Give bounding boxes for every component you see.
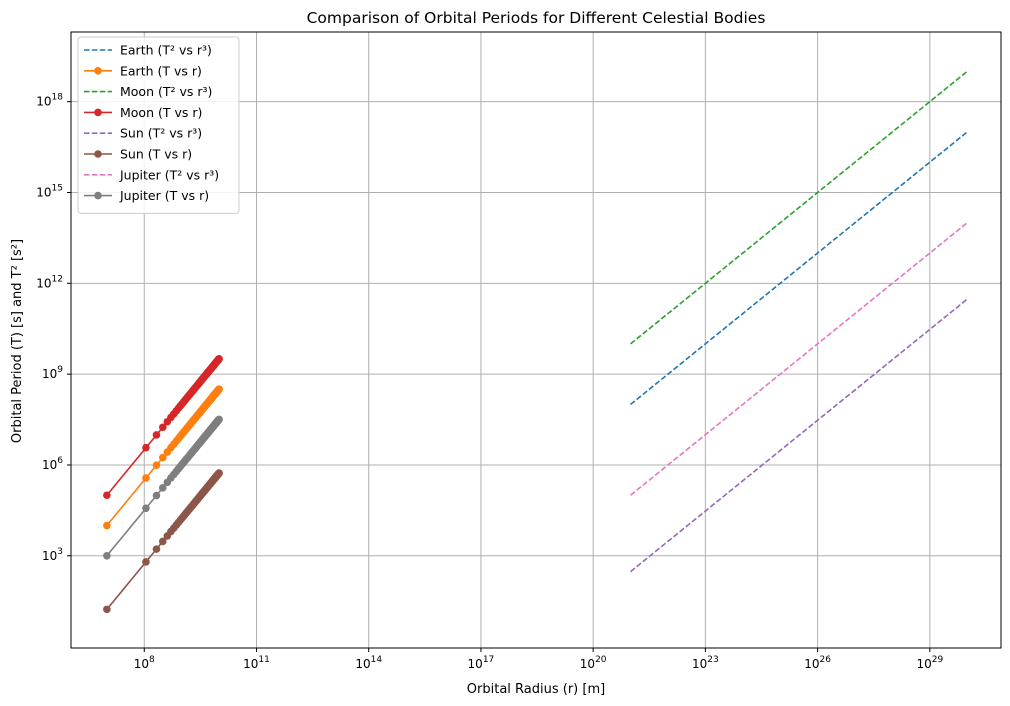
legend-marker (94, 150, 102, 158)
legend-entry: Earth (T² vs r³) (84, 43, 212, 58)
legend-entry: Sun (T vs r) (84, 147, 192, 162)
series-jupiter-t-vs-r (630, 222, 968, 496)
x-tick-label: 1023 (692, 655, 719, 671)
data-point (215, 355, 223, 363)
chart-title: Comparison of Orbital Periods for Differ… (307, 9, 766, 27)
legend-label: Jupiter (T vs r) (119, 188, 209, 203)
data-point (142, 558, 150, 566)
y-tick-label: 103 (42, 547, 63, 563)
legend-marker (94, 191, 102, 200)
legend-marker (94, 108, 102, 117)
legend-entry: Jupiter (T vs r) (84, 188, 209, 203)
legend-entry: Sun (T² vs r³) (84, 126, 202, 141)
data-point (142, 443, 150, 452)
y-axis-label: Orbital Period (T) [s] and T² [s²] (10, 239, 25, 443)
data-point (152, 545, 161, 553)
x-tick-label: 1026 (804, 655, 831, 671)
series-line (630, 70, 968, 345)
plot-series (103, 70, 968, 614)
data-point (142, 504, 150, 513)
x-tick-label: 1029 (916, 655, 943, 671)
grid (71, 32, 1001, 648)
y-tick-label: 109 (42, 365, 63, 381)
data-point (103, 605, 111, 614)
legend-label: Jupiter (T² vs r³) (119, 167, 219, 182)
x-tick-label: 108 (134, 655, 155, 671)
data-point (103, 551, 111, 560)
legend-marker (94, 67, 102, 75)
y-tick-label: 1018 (36, 93, 63, 109)
x-tick-label: 1017 (468, 655, 495, 671)
legend-label: Earth (T vs r) (120, 63, 202, 78)
x-axis-label: Orbital Radius (r) [m] (467, 682, 605, 697)
data-point (158, 423, 167, 432)
legend-entry: Jupiter (T² vs r³) (84, 167, 219, 182)
legend-label: Sun (T vs r) (120, 147, 192, 162)
data-point (142, 474, 150, 482)
y-tick-label: 1015 (36, 183, 63, 199)
series-line (630, 298, 968, 573)
legend: Earth (T² vs r³) Earth (T vs r) Moon (T² v… (77, 36, 240, 214)
y-axis-ticks: 103 106 109 1012 1015 1018 (36, 93, 71, 563)
legend-label: Moon (T vs r) (120, 105, 202, 120)
series-sun-t-vs-r (630, 298, 968, 573)
x-tick-label: 1020 (580, 655, 607, 671)
data-point (152, 491, 161, 500)
series-moon-t-vs-r (630, 70, 968, 345)
x-tick-label: 1011 (243, 655, 270, 671)
data-point (152, 461, 161, 470)
series-sun-t-vs-r (103, 469, 223, 614)
data-point (158, 537, 167, 546)
data-point (152, 431, 161, 439)
data-point (158, 484, 167, 492)
series-line (630, 222, 968, 496)
data-point (103, 491, 111, 500)
series-earth-t-vs-r (630, 131, 968, 406)
y-tick-label: 106 (42, 456, 63, 472)
legend-entry: Earth (T vs r) (84, 63, 202, 78)
legend-label: Earth (T² vs r³) (120, 43, 212, 58)
legend-box (77, 36, 240, 214)
legend-entry: Moon (T² vs r³) (84, 84, 212, 99)
series-moon-t-vs-r (103, 355, 223, 500)
series-line (630, 131, 968, 406)
x-axis-ticks: 108 1011 1014 1017 1020 1023 1026 1029 (134, 648, 943, 671)
data-point (158, 453, 167, 462)
series-earth-t-vs-r (103, 385, 223, 530)
data-point (103, 521, 111, 530)
series-jupiter-t-vs-r (103, 415, 223, 560)
x-tick-label: 1014 (355, 655, 382, 671)
y-tick-label: 1012 (36, 274, 63, 290)
data-point (215, 385, 223, 393)
plot-frame (70, 31, 1002, 649)
legend-label: Moon (T² vs r³) (120, 84, 212, 99)
legend-entry: Moon (T vs r) (84, 105, 202, 120)
data-point (215, 469, 223, 477)
legend-label: Sun (T² vs r³) (120, 126, 202, 141)
data-point (215, 415, 223, 424)
